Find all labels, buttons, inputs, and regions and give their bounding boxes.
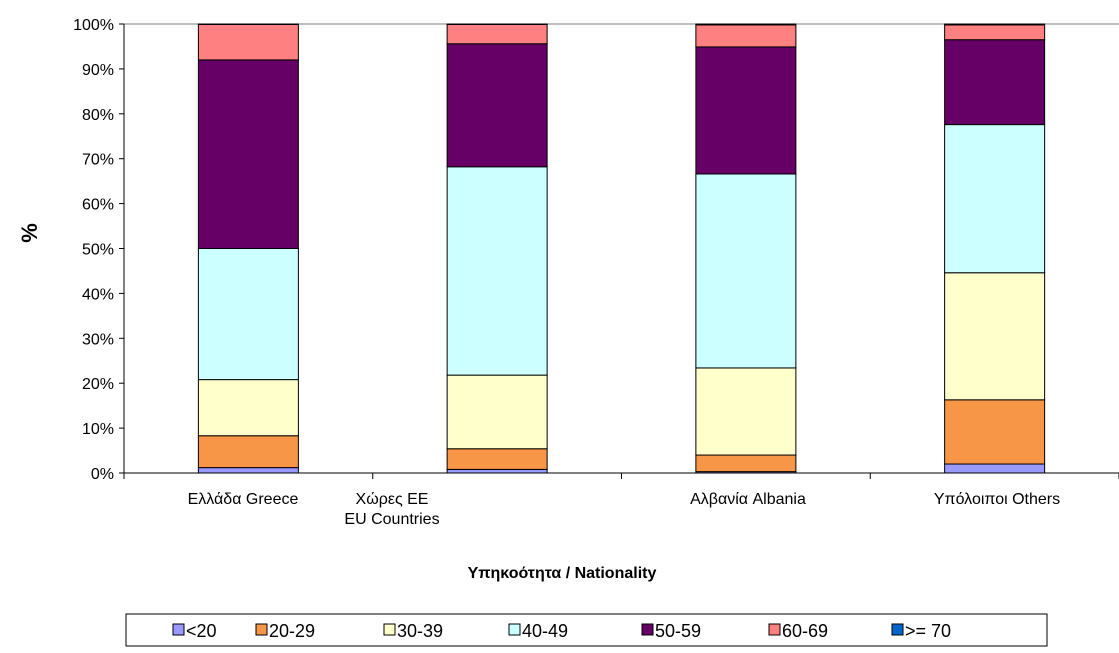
legend-swatch — [641, 623, 654, 636]
legend-label: <20 — [186, 621, 217, 641]
y-tick-label: 70% — [82, 152, 114, 169]
legend: <20 20-29 30-39 40-49 50-59 60-69 >= 70 — [125, 613, 1048, 647]
bar-segment — [197, 59, 299, 249]
bar-segment — [446, 166, 548, 376]
x-tick-label: Υπόλοιποι Others — [934, 491, 1060, 508]
y-tick-label: 90% — [82, 62, 114, 79]
bar-segment — [197, 435, 299, 469]
x-tick-label: Αλβανία Albania — [690, 491, 806, 508]
bar-segment — [695, 454, 797, 473]
x-axis: Ελλάδα Greece Χώρες ΕΕ EU Countries Αλβανία… — [123, 472, 1119, 528]
x-tick-label: Χώρες ΕΕ — [356, 491, 429, 508]
bar-segment — [695, 173, 797, 369]
plot-area — [124, 23, 1119, 474]
bar-segment — [446, 43, 548, 168]
y-axis: 0% 10% 20% 30% 40% 50% 60% 70% 80% 90% 100% — [73, 17, 125, 483]
legend-label: 20-29 — [269, 621, 315, 641]
bar-segment — [695, 23, 797, 26]
legend-swatch — [172, 623, 185, 636]
legend-swatch — [383, 623, 396, 636]
bar-segment — [695, 24, 797, 48]
y-tick-label: 100% — [73, 17, 114, 34]
legend-swatch — [255, 623, 268, 636]
y-axis-title: % — [17, 223, 42, 243]
legend-swatch — [891, 623, 904, 636]
bar-segment — [944, 124, 1046, 274]
bar-segment — [446, 374, 548, 450]
y-tick-label: 0% — [91, 466, 114, 483]
bar-segment — [944, 272, 1046, 401]
legend-label: 30-39 — [397, 621, 443, 641]
legend-box — [125, 613, 1048, 647]
legend-label: 40-49 — [522, 621, 568, 641]
bar-segment — [446, 448, 548, 470]
legend-swatch — [768, 623, 781, 636]
bar-segment — [944, 23, 1046, 26]
bar-segment — [197, 23, 299, 61]
legend-label: 50-59 — [655, 621, 701, 641]
bar-segment — [197, 379, 299, 437]
y-tick-label: 30% — [82, 331, 114, 348]
y-tick-label: 10% — [82, 421, 114, 438]
legend-label: >= 70 — [905, 621, 951, 641]
bar-segment — [197, 248, 299, 381]
bar-segment — [446, 468, 548, 474]
bar-segment — [197, 467, 299, 474]
bar-segment — [944, 399, 1046, 465]
x-tick-label: Ελλάδα Greece — [188, 491, 299, 508]
bar-segment — [695, 46, 797, 175]
x-tick-label: EU Countries — [344, 511, 439, 528]
y-tick-label: 50% — [82, 242, 114, 259]
bar-segment — [695, 367, 797, 456]
y-tick-label: 80% — [82, 107, 114, 124]
legend-label: 60-69 — [782, 621, 828, 641]
y-tick-label: 40% — [82, 286, 114, 303]
bar-segment — [446, 23, 548, 45]
x-axis-title: Υπηκοότητα / Nationality — [468, 565, 657, 582]
y-tick-label: 20% — [82, 376, 114, 393]
bar-segment — [944, 463, 1046, 474]
legend-swatch — [508, 623, 521, 636]
bar-segment — [944, 39, 1046, 126]
bar-segment — [944, 24, 1046, 41]
y-tick-label: 60% — [82, 197, 114, 214]
